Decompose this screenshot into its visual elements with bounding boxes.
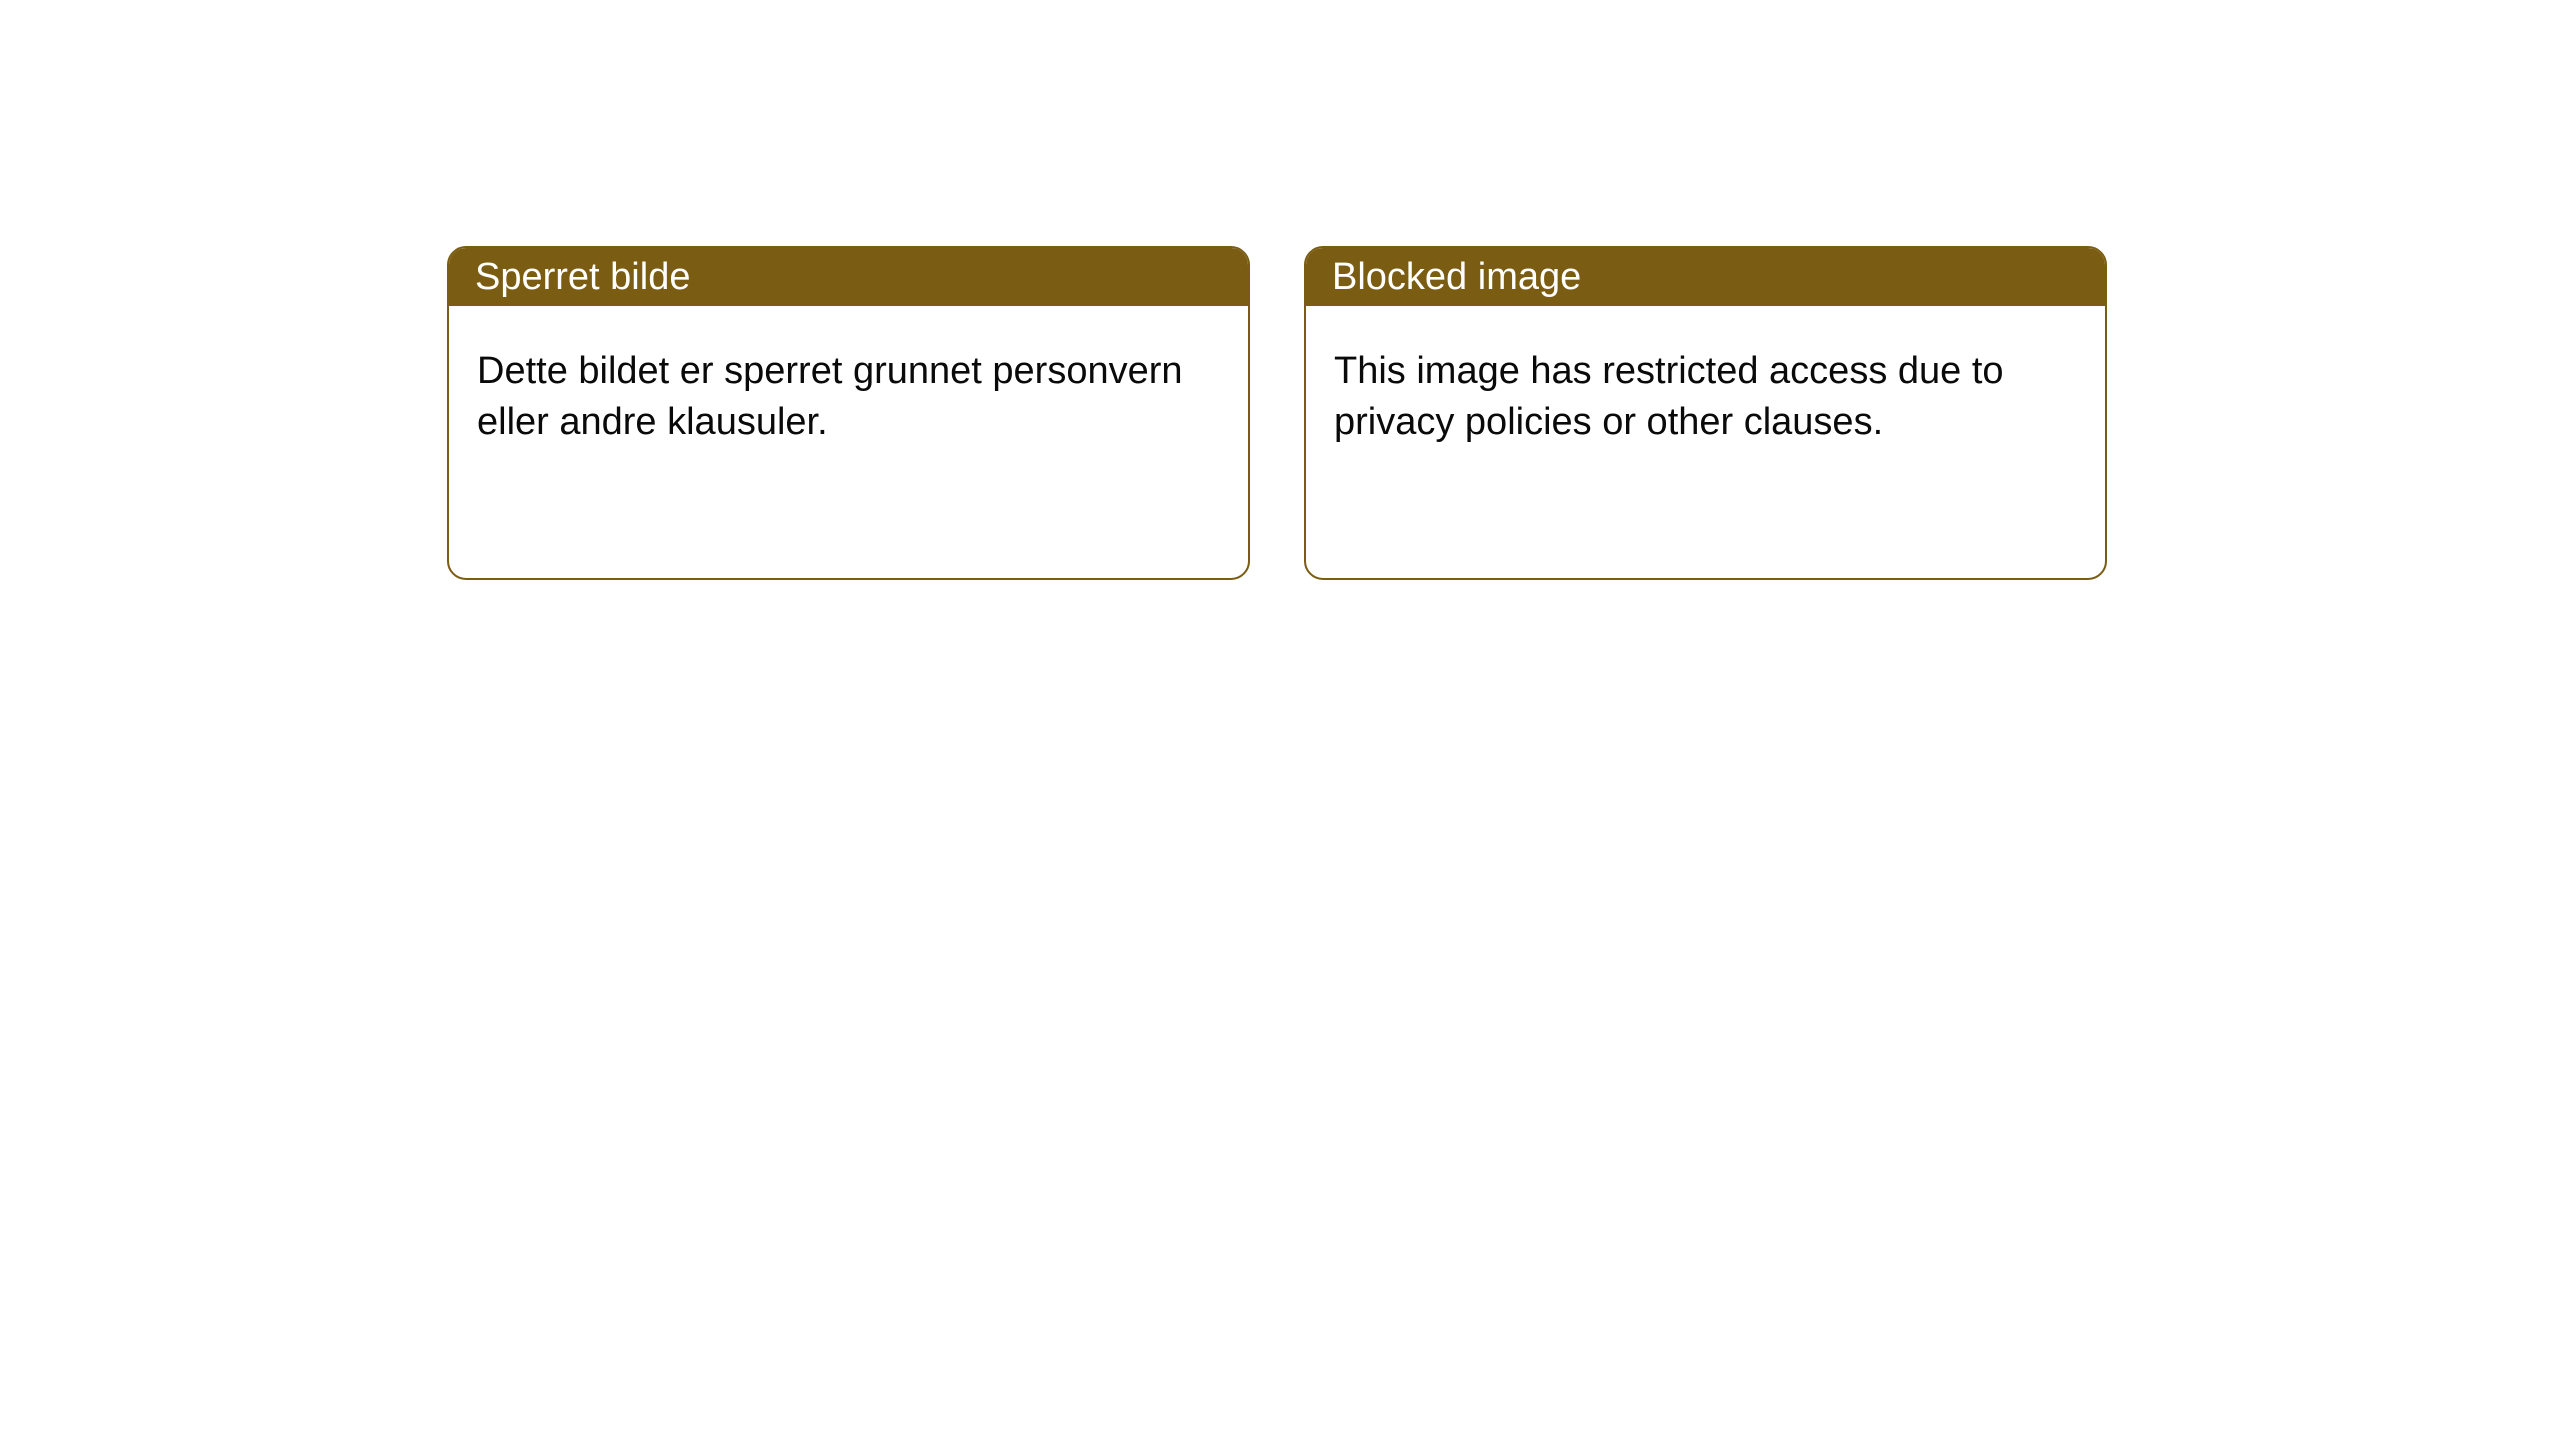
card-body: Dette bildet er sperret grunnet personve…: [449, 306, 1248, 489]
card-body: This image has restricted access due to …: [1306, 306, 2105, 489]
card-body-text: Dette bildet er sperret grunnet personve…: [477, 350, 1183, 443]
cards-container: Sperret bilde Dette bildet er sperret gr…: [447, 246, 2107, 580]
card-header: Sperret bilde: [449, 248, 1248, 306]
card-header-text: Sperret bilde: [475, 256, 690, 299]
card-english: Blocked image This image has restricted …: [1304, 246, 2107, 580]
card-header-text: Blocked image: [1332, 256, 1581, 299]
card-norwegian: Sperret bilde Dette bildet er sperret gr…: [447, 246, 1250, 580]
card-header: Blocked image: [1306, 248, 2105, 306]
card-body-text: This image has restricted access due to …: [1334, 350, 2004, 443]
